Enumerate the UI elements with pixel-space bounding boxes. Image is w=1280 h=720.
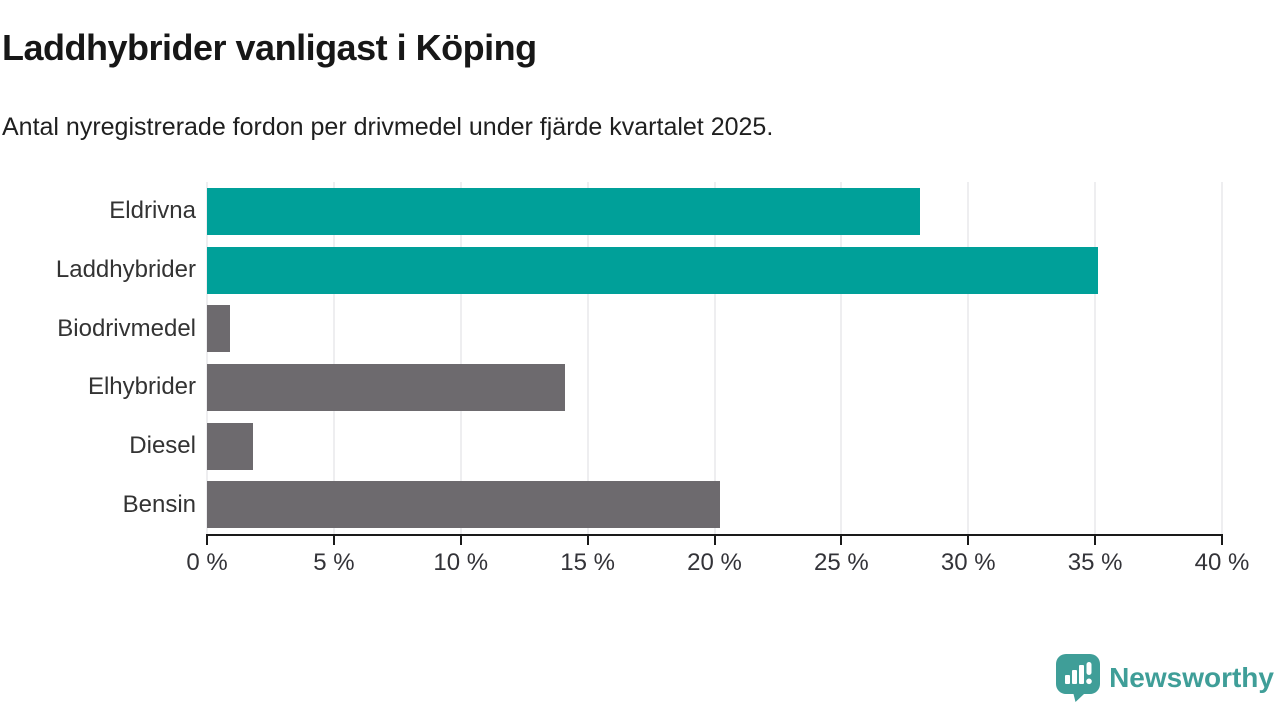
x-axis-tick-35 [1094, 536, 1097, 545]
x-axis-tick-label-10: 10 % [433, 549, 489, 576]
chart-title: Laddhybrider vanligast i Köping [2, 27, 537, 68]
x-axis-tick-15 [586, 536, 589, 545]
bar-chart-plot-area: Eldrivna Laddhybrider Biodrivmedel Elhybrid… [56, 182, 1249, 576]
category-label-diesel: Diesel [129, 432, 196, 459]
x-axis-tick-40 [1221, 536, 1223, 545]
category-label-bensin: Bensin [122, 490, 196, 518]
category-label-elhybrider: Elhybrider [87, 373, 196, 401]
x-axis-tick-label-15: 15 % [560, 549, 615, 576]
x-axis-tick-label-20: 20 % [687, 549, 742, 576]
newsworthy-logo: Newsworthy [1056, 654, 1274, 702]
bar-biodrivmedel [207, 305, 230, 353]
x-axis-tick-label-30: 30 % [940, 549, 996, 576]
bar-bensin [207, 481, 720, 529]
gridline-25 [840, 182, 842, 534]
x-axis-tick-30 [967, 536, 970, 545]
newsworthy-brand-text: Newsworthy [1109, 662, 1274, 693]
x-axis-tick-25 [840, 536, 843, 545]
x-axis-tick-label-35: 35 % [1067, 549, 1123, 576]
x-axis-tick-10 [459, 536, 462, 545]
gridline-40 [1221, 182, 1223, 534]
x-axis-tick-label-40: 40 % [1194, 549, 1250, 576]
gridline-30 [967, 182, 969, 534]
x-axis-tick-0 [206, 536, 208, 545]
gridline-0 [206, 182, 208, 534]
gridline-20 [714, 182, 715, 534]
x-axis-tick-label-5: 5 % [313, 549, 355, 576]
bar-eldrivna [207, 187, 921, 235]
x-axis-tick-label-25: 25 % [814, 549, 869, 576]
x-axis-tick-5 [332, 536, 335, 545]
category-label-laddhybrider: Laddhybrider [55, 256, 196, 283]
newsworthy-logo-icon [1056, 654, 1101, 702]
gridline-10 [460, 182, 462, 534]
chart-subtitle: Antal nyregistrerade fordon per drivmede… [2, 113, 774, 141]
x-axis-line [206, 534, 1223, 536]
x-axis-tick-20 [713, 536, 716, 545]
category-label-eldrivna: Eldrivna [109, 197, 196, 225]
bar-elhybrider [207, 363, 565, 411]
bar-laddhybrider [207, 246, 1098, 294]
bar-diesel [207, 422, 253, 470]
gridline-35 [1094, 182, 1096, 534]
x-axis-tick-label-0: 0 % [186, 549, 228, 576]
category-label-biodrivmedel: Biodrivmedel [57, 314, 196, 342]
gridline-5 [333, 182, 335, 534]
gridline-15 [587, 182, 589, 534]
